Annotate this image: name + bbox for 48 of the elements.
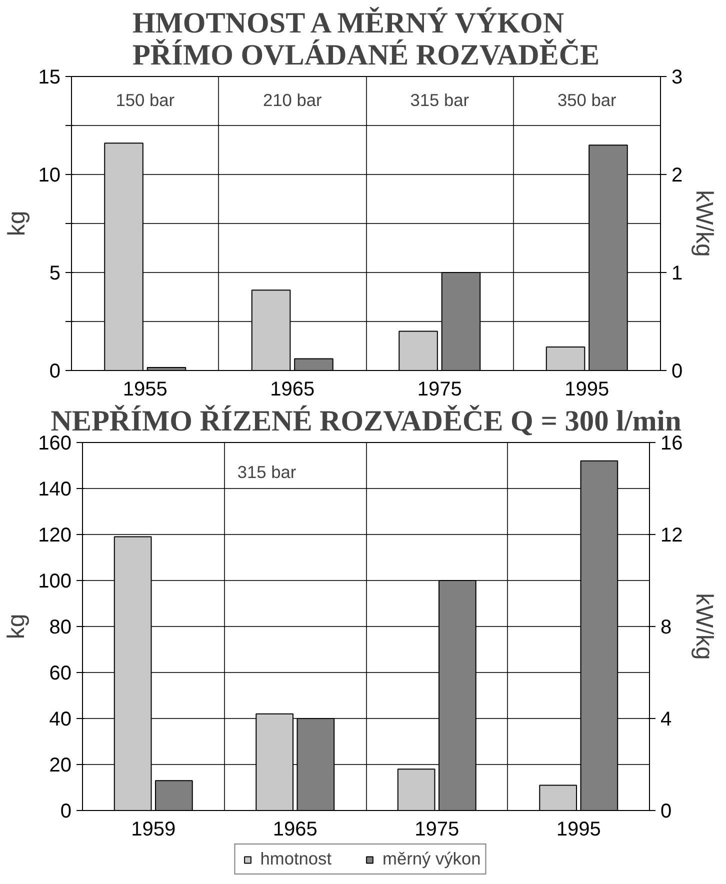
x-tick-label: 1995 — [564, 378, 610, 400]
y-tick-label: 15 — [38, 66, 61, 88]
y2-tick-label: 12 — [660, 524, 683, 546]
chart-title: HMOTNOST A MĚRNÝ VÝKON PŘÍMO OVLÁDANÉ ROZVADĚČE — [132, 6, 600, 72]
y-tick-label: 0 — [60, 800, 72, 822]
y-tick-label: 5 — [49, 262, 60, 284]
legend-label: měrný výkon — [382, 848, 481, 870]
y-axis-title: kg — [3, 210, 30, 236]
y2-tick-label: 0 — [660, 800, 672, 822]
y-axis-title: kg — [3, 614, 30, 640]
y-tick-label: 60 — [49, 662, 72, 684]
x-tick-label: 1955 — [122, 378, 168, 400]
legend-label: hmotnost — [260, 848, 332, 870]
y-tick-label: 120 — [38, 524, 72, 546]
annotation: 315 bar — [410, 90, 470, 110]
y-tick-label: 160 — [38, 432, 72, 454]
y2-tick-label: 16 — [660, 432, 683, 454]
y-tick-label: 10 — [38, 164, 61, 186]
bar — [546, 346, 586, 370]
annotation: 150 bar — [116, 90, 175, 110]
x-tick-label: 1965 — [270, 378, 315, 400]
y2-tick-label: 8 — [660, 616, 672, 638]
annotation: 350 bar — [557, 90, 616, 110]
annotation: 210 bar — [262, 90, 322, 110]
x-tick-label: 1975 — [417, 378, 462, 400]
y-tick-label: 40 — [49, 708, 72, 730]
y2-axis-title: kW/kg — [690, 593, 718, 660]
y-tick-label: 20 — [49, 754, 72, 776]
y-tick-label: 80 — [49, 616, 72, 638]
x-tick-label: 1965 — [272, 818, 318, 840]
y2-tick-label: 2 — [672, 164, 683, 186]
bar — [155, 780, 193, 810]
x-tick-label: 1995 — [556, 818, 601, 840]
y-tick-label: 140 — [38, 478, 72, 500]
annotation: 315 bar — [237, 462, 296, 482]
x-tick-label: 1959 — [131, 818, 176, 840]
bar — [539, 784, 577, 810]
x-tick-label: 1975 — [414, 818, 460, 840]
y2-tick-label: 3 — [672, 66, 683, 88]
y2-tick-label: 0 — [672, 360, 683, 382]
y-tick-label: 100 — [38, 570, 72, 592]
y2-tick-label: 1 — [672, 262, 683, 284]
y2-axis-title: kW/kg — [690, 190, 718, 257]
bar — [397, 768, 436, 810]
y-tick-label: 0 — [49, 360, 60, 382]
bar — [398, 330, 438, 370]
y2-tick-label: 4 — [660, 708, 672, 730]
bar — [294, 358, 334, 370]
